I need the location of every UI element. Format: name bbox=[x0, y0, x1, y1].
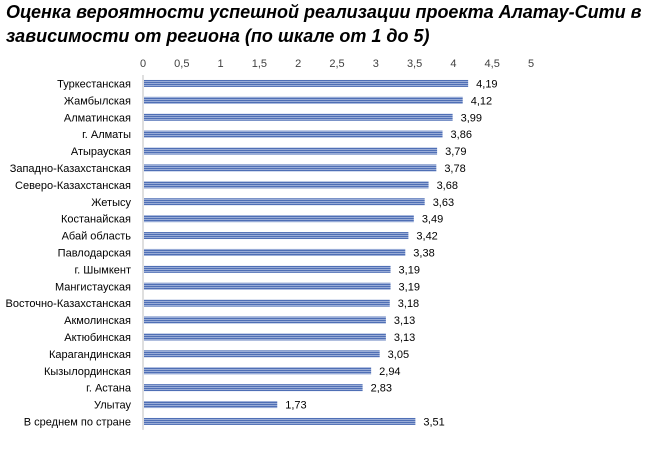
chart-title: Оценка вероятности успешной реализации п… bbox=[6, 2, 642, 46]
data-label: 4,12 bbox=[471, 95, 492, 107]
bar bbox=[144, 181, 429, 189]
data-label: 3,68 bbox=[437, 180, 458, 192]
bar bbox=[144, 232, 409, 240]
category-label: г. Шымкент bbox=[75, 264, 132, 276]
data-label: 2,94 bbox=[379, 366, 400, 378]
bar bbox=[144, 248, 406, 256]
bar bbox=[144, 384, 363, 392]
data-label: 2,83 bbox=[371, 383, 392, 395]
data-label: 3,99 bbox=[461, 112, 482, 124]
category-label: Атырауская bbox=[71, 146, 131, 158]
category-label: Павлодарская bbox=[58, 247, 131, 259]
bar bbox=[144, 164, 437, 172]
data-label: 3,63 bbox=[433, 197, 454, 209]
bar bbox=[144, 215, 414, 223]
data-label: 3,78 bbox=[444, 163, 465, 175]
x-tick-label: 2 bbox=[295, 58, 301, 70]
category-label: В среднем по стране bbox=[24, 416, 131, 428]
data-label: 1,73 bbox=[285, 400, 306, 412]
data-label: 3,18 bbox=[398, 298, 419, 310]
bar bbox=[144, 79, 469, 87]
data-label: 3,49 bbox=[422, 214, 443, 226]
bar bbox=[144, 350, 380, 358]
bar bbox=[144, 96, 463, 104]
category-label: Жамбылская bbox=[64, 95, 131, 107]
x-tick-label: 4 bbox=[450, 58, 456, 70]
category-label: Актюбинская bbox=[64, 332, 131, 344]
x-tick-label: 5 bbox=[528, 58, 534, 70]
category-label: Жетысу bbox=[91, 197, 131, 209]
data-label: 3,42 bbox=[416, 231, 437, 243]
data-label: 3,19 bbox=[399, 281, 420, 293]
category-label: Алматинская bbox=[64, 112, 131, 124]
category-label: Абай область bbox=[62, 231, 132, 243]
category-label: Улытау bbox=[94, 400, 131, 412]
bar bbox=[144, 401, 278, 409]
bar bbox=[144, 417, 416, 425]
data-label: 3,13 bbox=[394, 315, 415, 327]
category-label: Костанайская bbox=[61, 214, 131, 226]
data-label: 3,79 bbox=[445, 146, 466, 158]
x-tick-label: 2,5 bbox=[329, 58, 344, 70]
category-label: Восточно-Казахстанская bbox=[5, 298, 131, 310]
data-label: 4,19 bbox=[476, 78, 497, 90]
data-label: 3,13 bbox=[394, 332, 415, 344]
x-tick-label: 0 bbox=[140, 58, 146, 70]
bar bbox=[144, 299, 390, 307]
data-label: 3,51 bbox=[423, 416, 444, 428]
bar bbox=[144, 367, 372, 375]
x-tick-label: 1 bbox=[218, 58, 224, 70]
bar bbox=[144, 333, 386, 341]
bar bbox=[144, 147, 438, 155]
x-tick-label: 3 bbox=[373, 58, 379, 70]
bar bbox=[144, 282, 391, 290]
category-label: Кызылординская bbox=[44, 366, 131, 378]
data-label: 3,38 bbox=[413, 247, 434, 259]
bar bbox=[144, 316, 386, 324]
x-tick-label: 3,5 bbox=[407, 58, 422, 70]
x-tick-label: 0,5 bbox=[174, 58, 189, 70]
category-label: Западно-Казахстанская bbox=[10, 163, 131, 175]
bar bbox=[144, 113, 453, 121]
category-label: г. Алматы bbox=[82, 129, 131, 141]
category-label: Акмолинская bbox=[64, 315, 131, 327]
data-label: 3,19 bbox=[399, 264, 420, 276]
data-label: 3,05 bbox=[388, 349, 409, 361]
category-label: Туркестанская bbox=[57, 78, 131, 90]
bar bbox=[144, 198, 425, 206]
bar bbox=[144, 265, 391, 273]
x-tick-label: 1,5 bbox=[252, 58, 267, 70]
category-label: Карагандинская bbox=[49, 349, 131, 361]
x-tick-label: 4,5 bbox=[485, 58, 500, 70]
category-label: Северо-Казахстанская bbox=[15, 180, 131, 192]
category-label: Мангистауская bbox=[55, 281, 131, 293]
bar bbox=[144, 130, 443, 138]
category-label: г. Астана bbox=[86, 383, 132, 395]
data-label: 3,86 bbox=[451, 129, 472, 141]
